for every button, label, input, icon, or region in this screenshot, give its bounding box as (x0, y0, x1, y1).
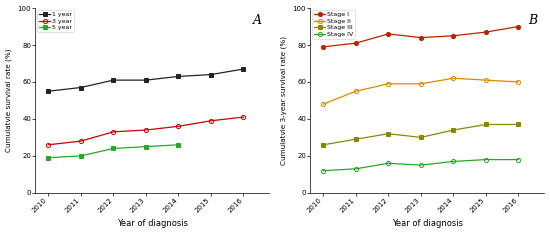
Stage I (320, 45, 327, 48)
Stage II (353, 90, 359, 93)
1 year (142, 79, 149, 81)
Line: Stage IV: Stage IV (321, 157, 520, 173)
Line: 3 year: 3 year (46, 115, 245, 147)
3 year (45, 143, 52, 146)
Stage II (417, 82, 424, 85)
Stage II (450, 77, 456, 80)
Line: Stage III: Stage III (321, 122, 520, 147)
1 year (207, 73, 214, 76)
Stage I (385, 33, 392, 35)
Stage IV (515, 158, 522, 161)
3 year (207, 119, 214, 122)
3 year (240, 116, 247, 118)
5 year (45, 156, 52, 159)
X-axis label: Year of diagnosis: Year of diagnosis (117, 219, 188, 228)
5 year (78, 154, 84, 157)
Stage III (417, 136, 424, 139)
Line: Stage I: Stage I (321, 24, 520, 49)
3 year (110, 131, 117, 133)
Stage III (482, 123, 489, 126)
3 year (78, 140, 84, 143)
Stage III (515, 123, 522, 126)
1 year (175, 75, 182, 78)
5 year (110, 147, 117, 150)
Stage III (450, 129, 456, 132)
Stage I (515, 25, 522, 28)
Legend: 1 year, 3 year, 5 year: 1 year, 3 year, 5 year (37, 10, 74, 32)
Stage IV (450, 160, 456, 163)
Line: 5 year: 5 year (46, 143, 180, 160)
Text: B: B (529, 14, 537, 27)
Y-axis label: Cumulatvie 3-year survival rate (%): Cumulatvie 3-year survival rate (%) (280, 36, 287, 165)
Stage IV (353, 167, 359, 170)
1 year (78, 86, 84, 89)
Text: A: A (254, 14, 262, 27)
Line: Stage II: Stage II (321, 76, 520, 106)
Stage III (353, 138, 359, 141)
1 year (240, 68, 247, 70)
5 year (175, 143, 182, 146)
Legend: Stage I, Stage II, Stage III, Stage IV: Stage I, Stage II, Stage III, Stage IV (312, 10, 355, 39)
Stage III (320, 143, 327, 146)
Stage I (482, 31, 489, 33)
Stage IV (385, 162, 392, 165)
Stage IV (417, 164, 424, 167)
Stage III (385, 132, 392, 135)
1 year (45, 90, 52, 93)
3 year (175, 125, 182, 128)
1 year (110, 79, 117, 81)
Stage II (320, 103, 327, 106)
Stage I (417, 36, 424, 39)
Stage II (385, 82, 392, 85)
Stage I (450, 34, 456, 37)
Stage I (353, 42, 359, 44)
Y-axis label: Cumulatvie survival rate (%): Cumulatvie survival rate (%) (6, 49, 12, 152)
Stage IV (320, 169, 327, 172)
Stage IV (482, 158, 489, 161)
X-axis label: Year of diagnosis: Year of diagnosis (392, 219, 463, 228)
3 year (142, 129, 149, 132)
Stage II (482, 79, 489, 81)
5 year (142, 145, 149, 148)
Stage II (515, 80, 522, 83)
Line: 1 year: 1 year (46, 67, 245, 93)
